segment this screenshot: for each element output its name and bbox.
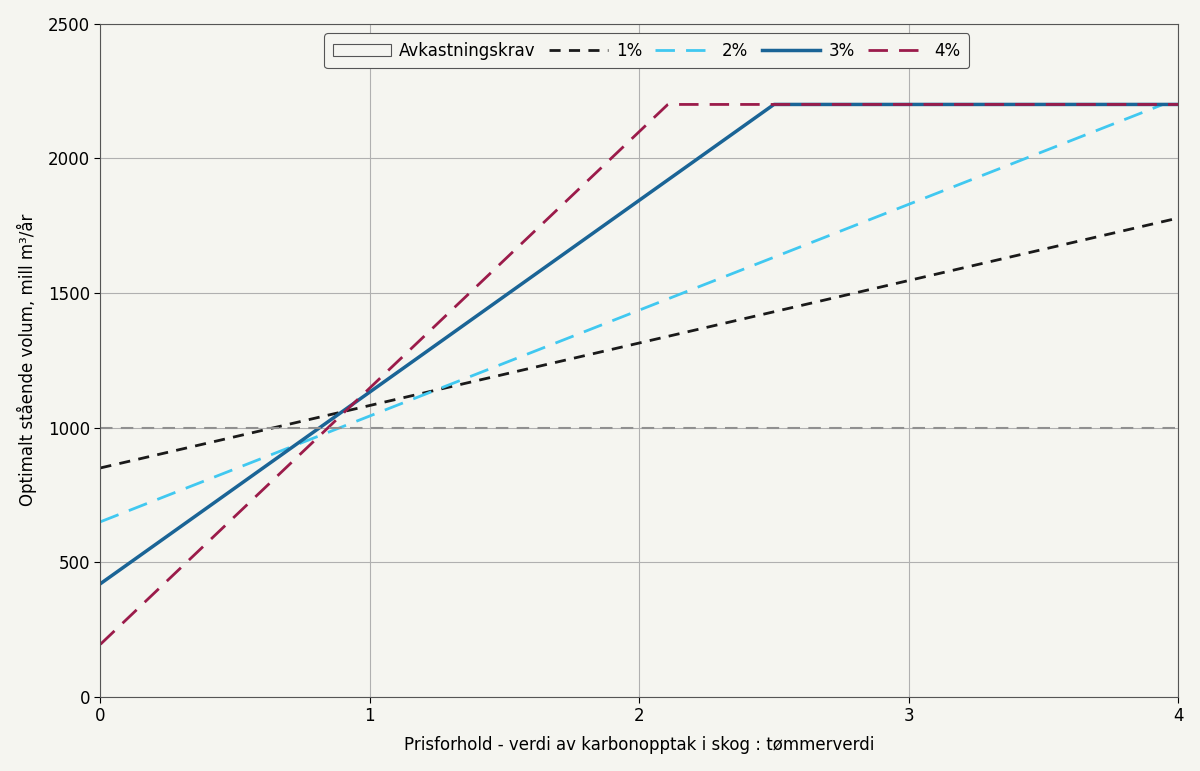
Legend: Avkastningskrav, 1%, 2%, 3%, 4%: Avkastningskrav, 1%, 2%, 3%, 4% bbox=[324, 33, 970, 68]
Y-axis label: Optimalt stående volum, mill m³/år: Optimalt stående volum, mill m³/år bbox=[17, 214, 37, 507]
X-axis label: Prisforhold - verdi av karbonopptak i skog : tømmerverdi: Prisforhold - verdi av karbonopptak i sk… bbox=[404, 736, 875, 754]
